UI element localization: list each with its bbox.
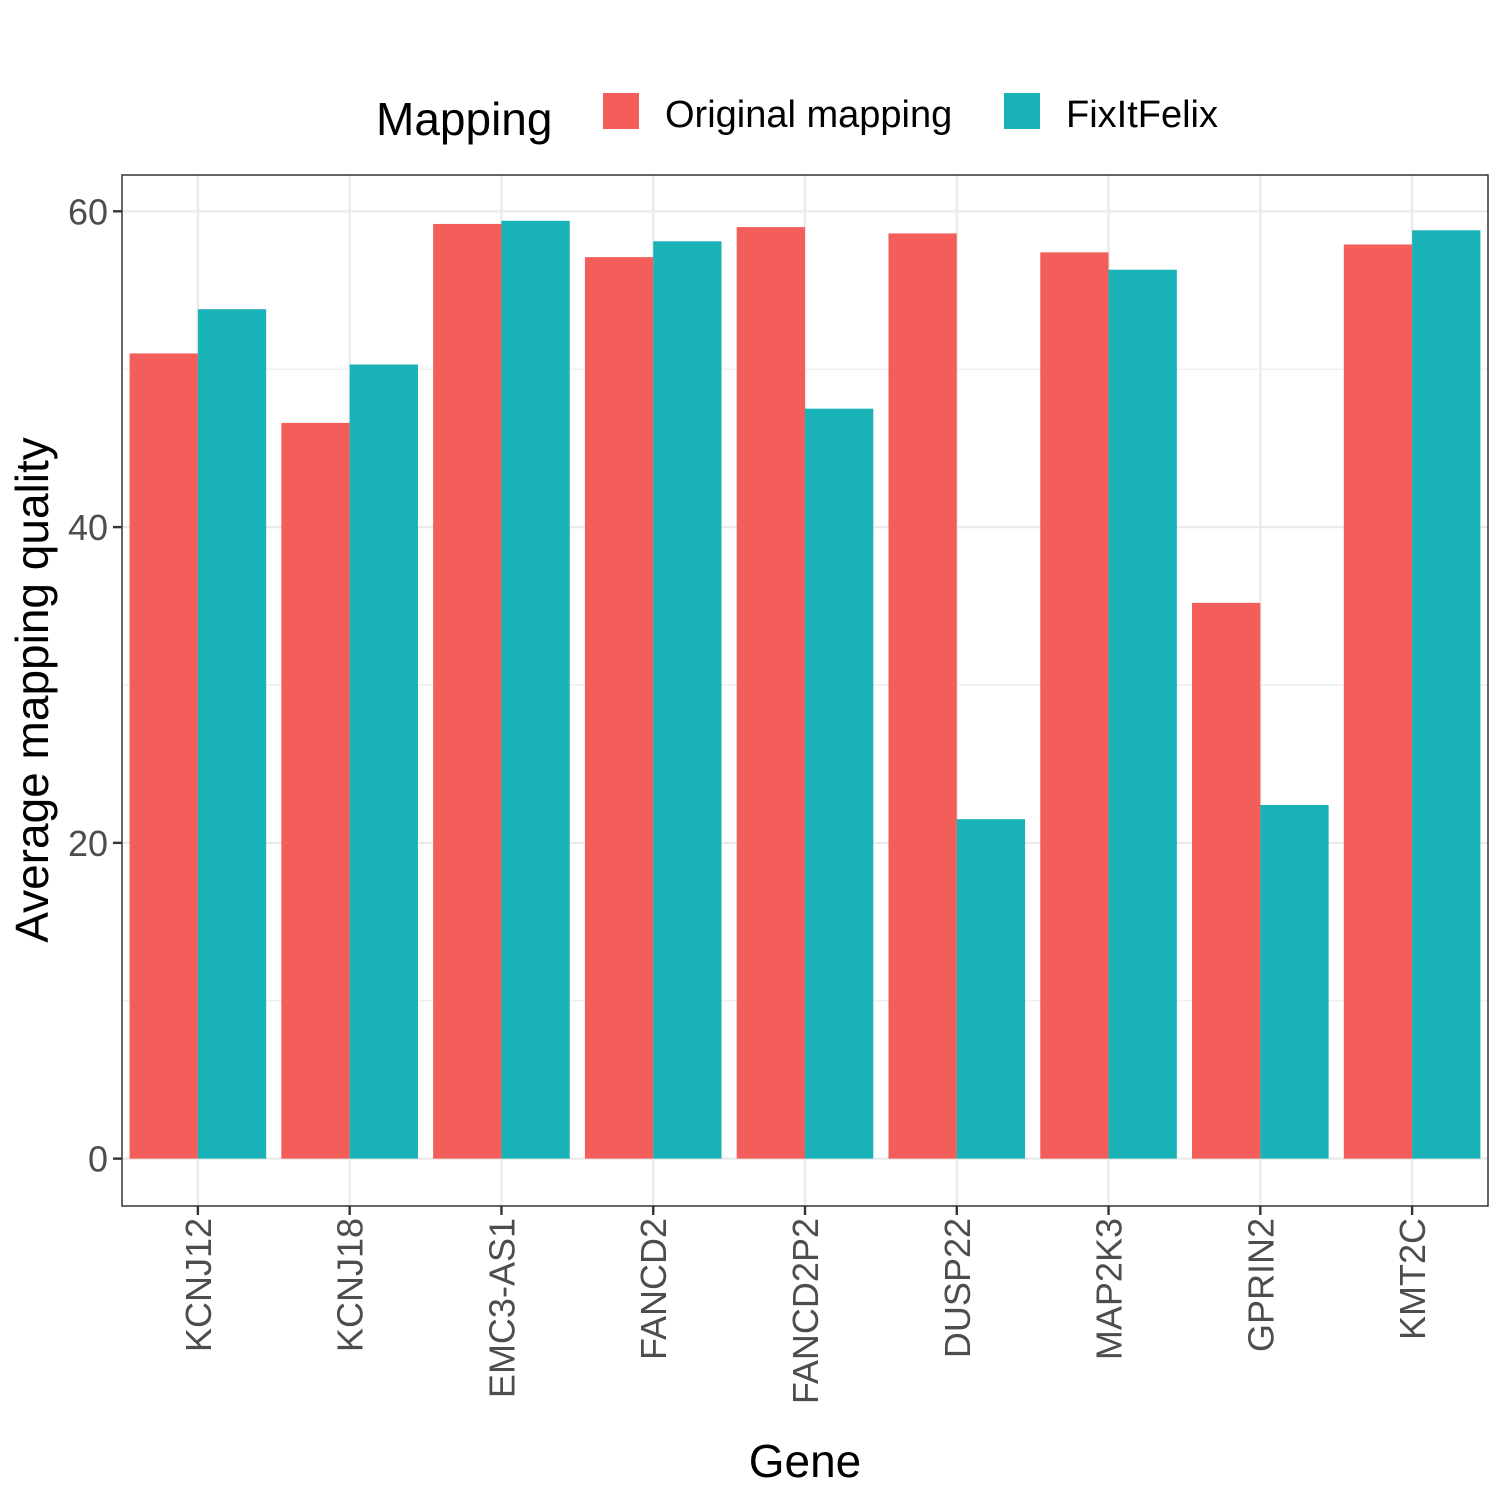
legend-key-0 [603,93,639,129]
bar-fancd2p2-1 [805,408,874,1159]
x-tick-label: KCNJ18 [330,1218,371,1352]
y-axis-title: Average mapping quality [6,437,58,942]
x-tick-label: DUSP22 [937,1218,978,1358]
legend-label-1: FixItFelix [1066,94,1218,136]
legend-key-1 [1004,93,1040,129]
bar-kcnj12-1 [197,309,267,1159]
bar-fancd2-0 [584,257,654,1159]
bar-emc3-as1-0 [433,223,502,1159]
y-tick-label: 0 [88,1139,108,1180]
x-tick-label: KCNJ12 [178,1218,219,1352]
bar-kmt2c-0 [1343,244,1413,1159]
bar-dusp22-1 [956,819,1026,1159]
x-tick-label: FANCD2 [633,1218,674,1360]
x-axis: KCNJ12 KCNJ18 EMC3-AS1 FANCD2 FANCD2P2 DUSP22… [178,1206,1433,1404]
x-tick-label: KMT2C [1392,1218,1433,1340]
bars [129,220,1481,1159]
x-tick-label: MAP2K3 [1089,1218,1130,1360]
x-axis-title: Gene [749,1435,862,1487]
bar-kcnj18-1 [349,364,418,1159]
legend-label-0: Original mapping [665,94,952,136]
bar-fancd2-1 [653,241,722,1159]
bar-map2k3-0 [1040,252,1109,1159]
bar-emc3-as1-1 [501,220,570,1159]
legend: Mapping Original mapping FixItFelix [376,93,1218,145]
bar-kcnj12-0 [129,353,198,1159]
y-tick-label: 40 [68,507,108,548]
y-axis: 0 20 40 60 [68,191,122,1180]
y-tick-label: 20 [68,823,108,864]
bar-gprin2-1 [1260,804,1329,1159]
bar-dusp22-0 [888,233,957,1159]
x-tick-label: EMC3-AS1 [481,1218,522,1398]
bar-map2k3-1 [1108,269,1177,1159]
x-tick-label: GPRIN2 [1240,1218,1281,1352]
bar-fancd2p2-0 [736,227,805,1159]
bar-gprin2-0 [1192,602,1261,1159]
bar-kcnj18-0 [281,422,350,1159]
legend-title: Mapping [376,93,552,145]
bar-kmt2c-1 [1412,230,1481,1159]
x-tick-label: FANCD2P2 [785,1218,826,1404]
y-tick-label: 60 [68,191,108,232]
